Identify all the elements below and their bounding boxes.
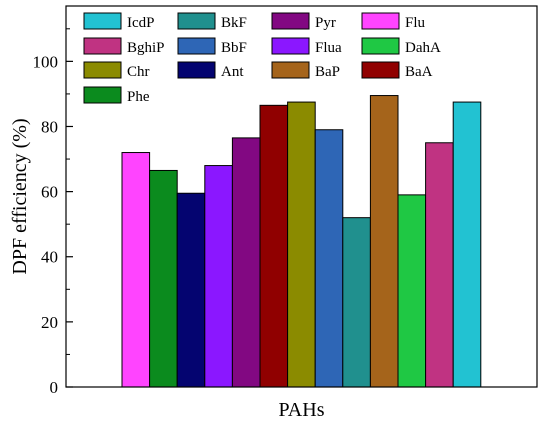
legend-label-bkf: BkF — [221, 15, 247, 31]
bar-bkf — [342, 217, 371, 388]
legend-label-flua: Flua — [315, 40, 342, 56]
legend-swatch-ant — [177, 61, 216, 79]
y-tick-label: 80 — [41, 117, 58, 136]
legend-label-chr: Chr — [127, 64, 150, 80]
legend-label-phe: Phe — [127, 89, 150, 105]
legend-label-bbf: BbF — [221, 40, 247, 56]
legend-label-bghip: BghiP — [127, 40, 165, 56]
legend-label-pyr: Pyr — [315, 15, 336, 31]
y-axis: 0 20 40 60 80 100 — [33, 28, 73, 397]
legend-swatch-flu — [361, 12, 400, 30]
y-axis-title: DPF efficiency (%) — [9, 118, 31, 274]
y-tick-label: 0 — [50, 378, 59, 397]
bar-bbf — [314, 129, 344, 388]
bar-bghip — [425, 142, 454, 388]
legend-swatch-bap — [271, 61, 310, 79]
bar-pyr — [231, 137, 261, 388]
bar-ant — [176, 192, 206, 388]
bar-baa — [259, 104, 289, 388]
legend-label-flu: Flu — [405, 15, 426, 31]
legend-label-icdp: IcdP — [127, 15, 155, 31]
legend-swatch-bkf — [177, 12, 216, 30]
y-tick-label: 20 — [41, 313, 58, 332]
legend-swatch-pyr — [271, 12, 310, 30]
bar-flua — [204, 165, 233, 388]
plot-frame — [65, 5, 538, 388]
legend-swatch-flua — [271, 37, 310, 55]
bar-chr — [287, 101, 316, 388]
legend-label-ant: Ant — [221, 64, 244, 80]
x-axis-title: PAHs — [279, 399, 325, 421]
legend-swatch-bbf — [177, 37, 216, 55]
legend-label-daha: DahA — [405, 40, 441, 56]
legend: IcdP BkF Pyr Flu BghiP BbF Flua DahA Chr Ant BaP Ba… — [83, 12, 441, 105]
y-tick-label: 40 — [41, 248, 58, 267]
legend-label-bap: BaP — [315, 64, 340, 80]
bar-daha — [397, 194, 427, 388]
legend-swatch-bghip — [83, 37, 122, 55]
legend-swatch-phe — [83, 86, 122, 104]
legend-swatch-daha — [361, 37, 400, 55]
bar-icdp — [452, 101, 482, 388]
y-tick-label: 60 — [41, 183, 58, 202]
bar-phe — [149, 169, 178, 388]
legend-label-baa: BaA — [405, 64, 433, 80]
bar-bap — [369, 95, 399, 388]
legend-swatch-baa — [361, 61, 400, 79]
legend-swatch-icdp — [83, 12, 122, 30]
legend-swatch-chr — [83, 61, 122, 79]
y-tick-label: 100 — [33, 52, 59, 71]
bar-flu — [121, 152, 151, 388]
bar-group — [121, 95, 482, 388]
